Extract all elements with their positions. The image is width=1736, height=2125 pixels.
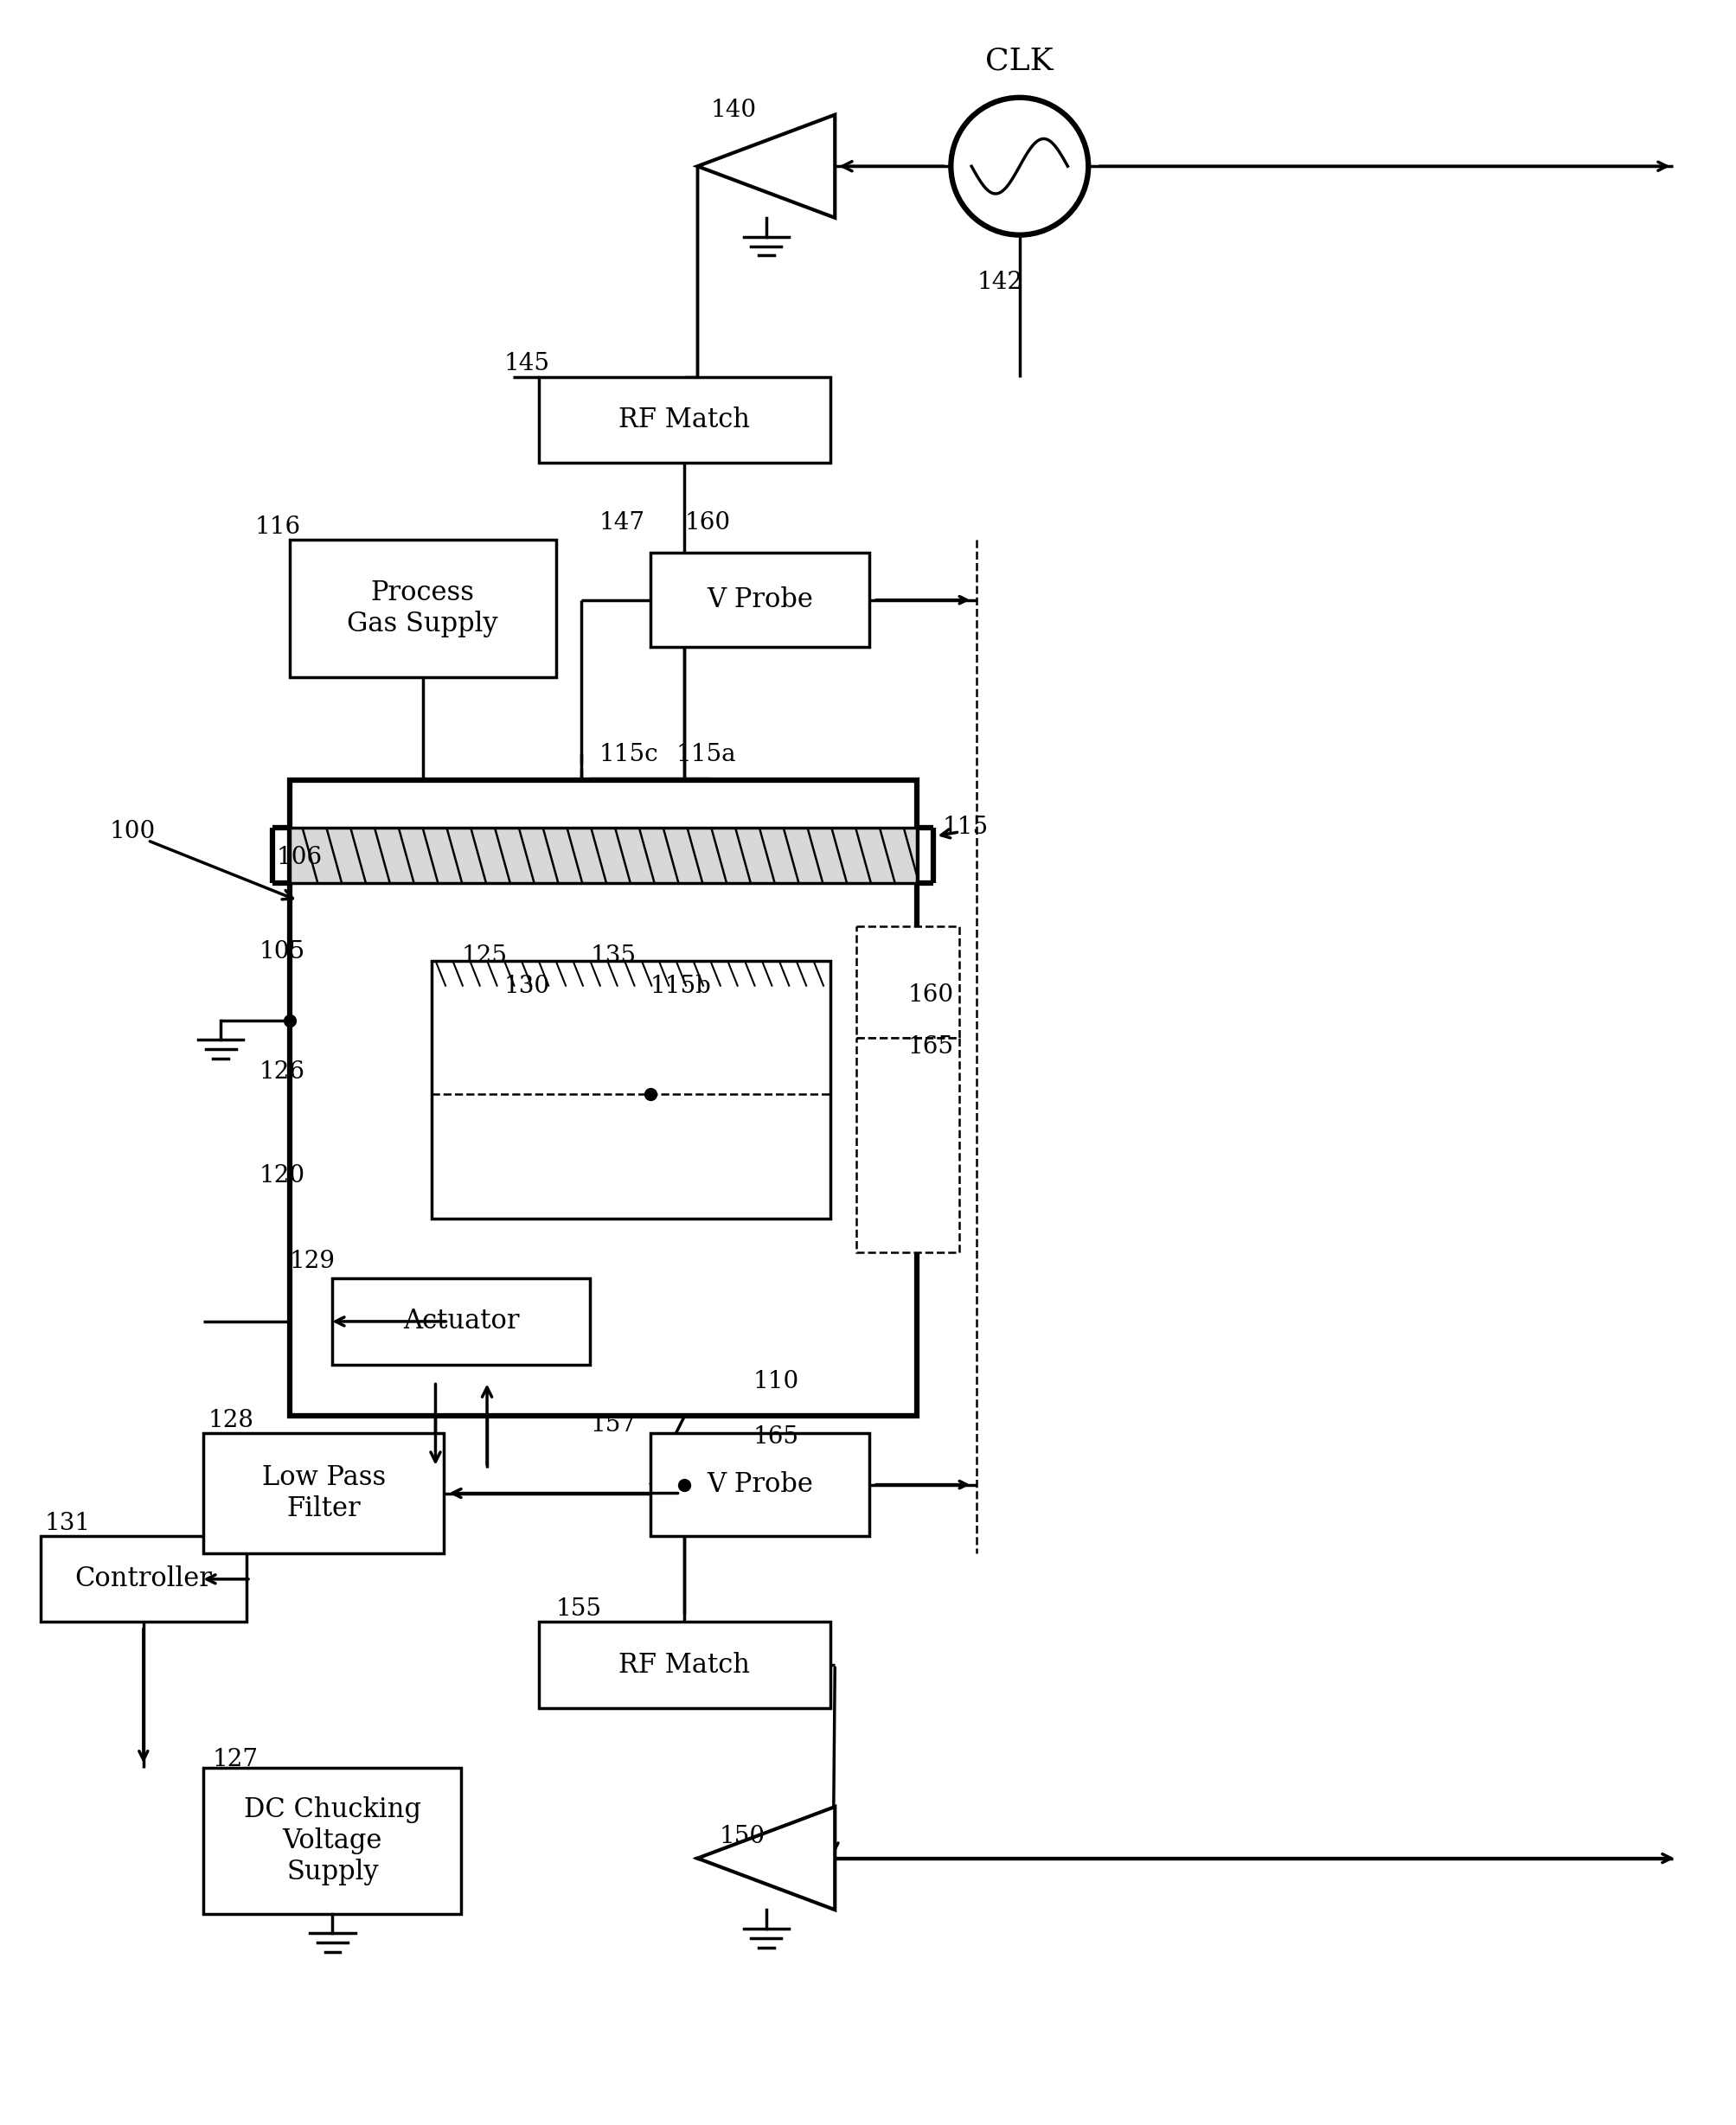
Text: 126: 126: [259, 1060, 306, 1084]
Text: 135: 135: [590, 946, 635, 969]
Bar: [649, 1432, 868, 1536]
Text: 145: 145: [503, 353, 550, 376]
Text: 127: 127: [212, 1749, 259, 1770]
Bar: [856, 1037, 958, 1254]
Bar: [203, 1768, 462, 1915]
Text: 147: 147: [599, 510, 644, 533]
Bar: [290, 780, 917, 1415]
Bar: [538, 376, 830, 463]
Text: Actuator: Actuator: [403, 1309, 519, 1334]
Text: RF Match: RF Match: [618, 406, 750, 434]
Text: RF Match: RF Match: [618, 1651, 750, 1679]
Text: V Probe: V Probe: [707, 586, 812, 614]
Bar: [40, 1536, 247, 1621]
Text: 157: 157: [590, 1413, 635, 1437]
Text: Process
Gas Supply: Process Gas Supply: [347, 580, 498, 638]
Bar: [332, 1279, 590, 1364]
Text: 106: 106: [276, 846, 323, 869]
Polygon shape: [698, 115, 835, 217]
Text: Controller: Controller: [75, 1566, 212, 1592]
Text: 115a: 115a: [675, 744, 736, 767]
Text: V Probe: V Probe: [707, 1470, 812, 1498]
Bar: [203, 1432, 444, 1553]
Text: 116: 116: [255, 514, 300, 538]
Text: 115b: 115b: [649, 975, 712, 999]
Bar: [431, 961, 830, 1218]
Text: 110: 110: [753, 1371, 799, 1394]
Text: 165: 165: [908, 1035, 953, 1058]
Text: 160: 160: [908, 984, 953, 1007]
Text: 155: 155: [556, 1598, 601, 1621]
Polygon shape: [698, 1806, 835, 1910]
Text: 115: 115: [943, 816, 988, 839]
Bar: [290, 827, 917, 884]
Text: 115c: 115c: [599, 744, 658, 767]
Text: 125: 125: [462, 946, 507, 969]
Text: 105: 105: [259, 941, 306, 965]
Text: 140: 140: [710, 98, 755, 121]
Text: 129: 129: [290, 1250, 335, 1273]
Text: 142: 142: [976, 270, 1023, 293]
Bar: [649, 552, 868, 648]
Bar: [856, 926, 958, 1037]
Text: 128: 128: [208, 1409, 253, 1432]
Text: Low Pass
Filter: Low Pass Filter: [262, 1464, 385, 1522]
Text: 131: 131: [45, 1511, 90, 1534]
Text: 130: 130: [503, 975, 550, 999]
Bar: [290, 540, 556, 678]
Text: 160: 160: [684, 510, 731, 533]
Text: 150: 150: [719, 1825, 764, 1849]
Bar: [538, 1621, 830, 1708]
Text: CLK: CLK: [984, 47, 1054, 76]
Text: 100: 100: [109, 820, 155, 844]
Text: 120: 120: [259, 1165, 306, 1188]
Circle shape: [950, 98, 1088, 236]
Text: 165: 165: [753, 1426, 799, 1449]
Text: DC Chucking
Voltage
Supply: DC Chucking Voltage Supply: [243, 1798, 420, 1885]
